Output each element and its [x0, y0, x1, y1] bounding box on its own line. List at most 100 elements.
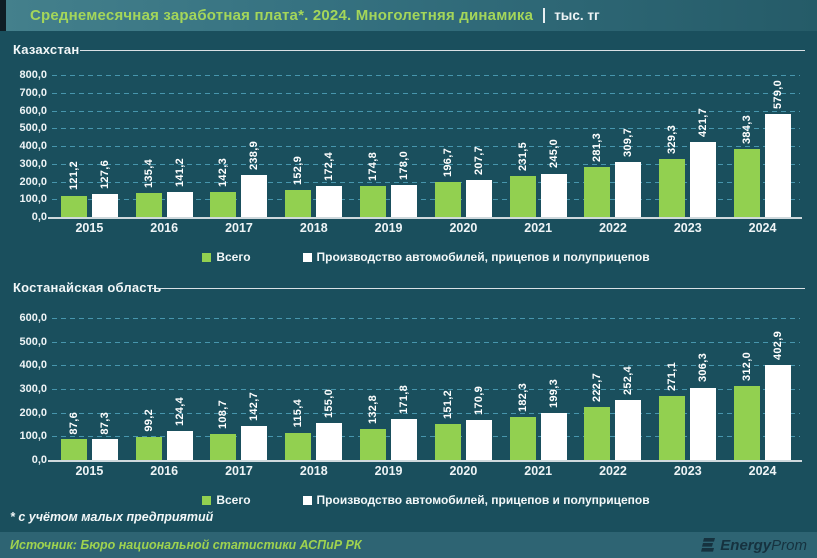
x-tick-label: 2016	[150, 464, 179, 478]
bar-wrap: 151,2	[434, 318, 461, 460]
bar	[360, 185, 387, 217]
bar-wrap: 142,3	[210, 75, 237, 217]
value-label: 271,1	[666, 361, 679, 391]
bar-wrap: 281,3	[584, 75, 611, 217]
bar	[241, 426, 268, 460]
bar-group-2016: 135,4 141,2	[127, 75, 202, 217]
legend-label-auto: Производство автомобилей, прицепов и пол…	[316, 250, 650, 264]
value-label: 579,0	[772, 80, 785, 110]
value-label: 281,3	[591, 133, 604, 163]
x-tick-label: 2022	[599, 221, 627, 235]
header-band: Среднемесячная заработная плата*. 2024. …	[0, 0, 817, 31]
grid-line	[52, 92, 800, 94]
x-tick-label: 2024	[748, 464, 777, 478]
grid-line	[52, 341, 800, 343]
bar-wrap: 127,6	[91, 75, 118, 217]
bar	[690, 142, 717, 217]
bar	[60, 439, 87, 460]
grid-line	[52, 199, 800, 201]
bar-group-2023: 271,1 306,3	[650, 318, 725, 460]
bar-wrap: 421,7	[690, 75, 717, 217]
bar-group-2022: 281,3 309,7	[576, 75, 651, 217]
page-title: Среднемесячная заработная плата*. 2024. …	[30, 7, 534, 24]
x-tick-label: 2018	[299, 221, 328, 235]
grid-line	[52, 75, 800, 76]
bar	[465, 180, 492, 217]
bar-wrap: 207,7	[465, 75, 492, 217]
bar	[734, 386, 761, 460]
legend-item-auto: Производство автомобилей, прицепов и пол…	[302, 493, 650, 507]
y-tick-label: 300,0	[19, 157, 47, 170]
bar-wrap: 87,6	[60, 318, 87, 460]
bar-wrap: 245,0	[540, 75, 567, 217]
legend-label-total: Всего	[216, 250, 251, 264]
bar-wrap: 124,4	[166, 318, 193, 460]
value-label: 207,7	[472, 146, 485, 176]
bar-wrap: 142,7	[241, 318, 268, 460]
logo-text: EnergyProm	[720, 537, 807, 554]
x-tick-label: 2021	[524, 464, 553, 478]
legend-swatch-white	[302, 252, 312, 262]
bar	[285, 432, 312, 460]
bar	[166, 430, 193, 460]
x-tick-label: 2019	[374, 221, 403, 235]
y-tick-label: 100,0	[19, 430, 47, 443]
x-tick-label: 2024	[748, 221, 777, 235]
section-line-kostanay	[152, 288, 805, 289]
value-label: 238,9	[248, 140, 261, 170]
bar	[615, 162, 642, 217]
value-label: 135,4	[142, 158, 155, 188]
bar	[91, 439, 118, 460]
logo-text-bold: Energy	[720, 536, 772, 554]
bar-group-2019: 132,8 171,8	[351, 318, 426, 460]
bar-group-2019: 174,8 178,0	[351, 75, 426, 217]
value-label: 174,8	[367, 151, 380, 181]
bar-group-2018: 115,4 155,0	[276, 318, 351, 460]
value-label: 402,9	[772, 330, 785, 360]
value-label: 87,6	[67, 411, 80, 435]
bar-wrap: 309,7	[615, 75, 642, 217]
bar	[360, 428, 387, 460]
value-label: 127,6	[98, 160, 111, 190]
bar-wrap: 579,0	[765, 75, 792, 217]
legend-kazakhstan: Всего Производство автомобилей, прицепов…	[52, 250, 800, 264]
bar-wrap: 87,3	[91, 318, 118, 460]
bar-group-2023: 329,3 421,7	[650, 75, 725, 217]
y-tick-label: 400,0	[19, 140, 47, 152]
bar	[285, 189, 312, 217]
value-label: 196,7	[441, 148, 454, 178]
bar	[765, 364, 792, 460]
legend-swatch-green	[202, 252, 212, 262]
bar	[765, 114, 792, 217]
y-tick-label: 800,0	[19, 69, 47, 81]
value-label: 384,3	[741, 114, 754, 144]
value-label: 124,4	[173, 396, 186, 426]
bar-wrap: 115,4	[285, 318, 312, 460]
x-axis-labels: 2015 2016 2017 2018 2019 2020 2021 2022 2023 2024	[52, 464, 800, 478]
section-line-kazakhstan	[80, 50, 805, 51]
bar-wrap: 182,3	[509, 318, 536, 460]
y-tick-label: 0,0	[31, 211, 47, 223]
bar	[540, 173, 567, 217]
value-label: 178,0	[398, 151, 411, 181]
y-tick-label: 500,0	[19, 335, 47, 348]
value-label: 306,3	[697, 353, 710, 383]
x-tick-label: 2017	[225, 464, 253, 478]
bar-group-2021: 231,5 245,0	[501, 75, 576, 217]
footnote: * с учётом малых предприятий	[10, 510, 214, 524]
value-label: 142,7	[248, 392, 261, 422]
bar-wrap: 141,2	[166, 75, 193, 217]
bar-wrap: 171,8	[391, 318, 418, 460]
bar-group-2024: 312,0 402,9	[725, 318, 800, 460]
energyprom-logo: EnergyProm	[699, 537, 807, 554]
bar-group-2015: 121,2 127,6	[52, 75, 127, 217]
bar	[210, 191, 237, 217]
bar-wrap: 152,9	[285, 75, 312, 217]
grid-line	[52, 436, 800, 438]
grid-line	[52, 412, 800, 414]
bar-group-2021: 182,3 199,3	[501, 318, 576, 460]
bar-group-2017: 108,7 142,7	[202, 318, 277, 460]
x-tick-label: 2017	[225, 221, 253, 235]
bar	[584, 407, 611, 460]
